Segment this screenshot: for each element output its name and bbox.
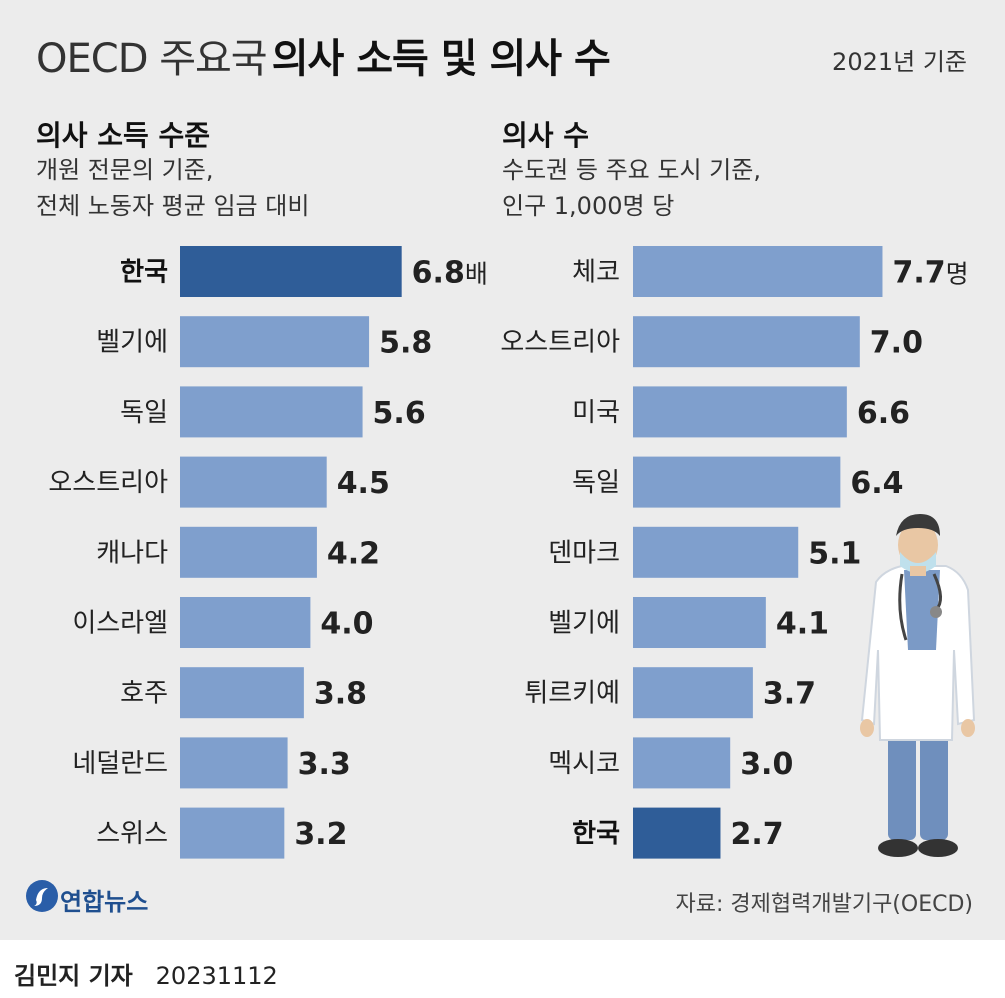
right-bar bbox=[633, 246, 883, 297]
right-bar bbox=[633, 526, 799, 578]
left-chart-title: 의사 소득 수준 bbox=[36, 119, 211, 152]
yonhap-logo-icon bbox=[26, 880, 58, 912]
right-bar bbox=[633, 386, 847, 438]
left-category-label: 독일 bbox=[120, 398, 168, 428]
left-value-label: 5.8 bbox=[379, 326, 432, 361]
title-light: OECD 주요국 bbox=[36, 36, 268, 82]
right-category-label: 벨기에 bbox=[548, 609, 620, 639]
left-category-label: 네덜란드 bbox=[72, 749, 168, 779]
right-category-label: 독일 bbox=[572, 468, 620, 498]
left-bar bbox=[180, 316, 370, 368]
left-bar bbox=[180, 737, 288, 789]
right-category-label: 튀르키예 bbox=[524, 679, 620, 709]
right-bar bbox=[633, 597, 766, 648]
left-bar bbox=[180, 597, 311, 648]
right-category-label: 체코 bbox=[572, 258, 620, 288]
credit-line: 김민지 기자 20231112 bbox=[14, 956, 278, 991]
right-bar bbox=[633, 737, 731, 789]
right-bar bbox=[633, 456, 841, 508]
left-value-label: 4.5 bbox=[337, 466, 390, 501]
left-chart-desc: 개원 전문의 기준, 전체 노동자 평균 임금 대비 bbox=[36, 156, 310, 220]
left-bar bbox=[180, 246, 402, 297]
right-category-label: 덴마크 bbox=[548, 538, 620, 568]
right-value-label: 5.1 bbox=[808, 536, 861, 571]
right-value-label: 2.7 bbox=[730, 817, 783, 852]
left-value-label: 3.8 bbox=[314, 677, 367, 712]
left-bar bbox=[180, 667, 304, 719]
right-bar bbox=[633, 316, 860, 368]
right-chart-title: 의사 수 bbox=[502, 119, 590, 152]
right-value-label: 7.7명 bbox=[892, 256, 968, 291]
right-value-label: 3.7 bbox=[763, 677, 816, 712]
reporter-name: 김민지 기자 bbox=[14, 962, 133, 990]
left-bar bbox=[180, 456, 327, 508]
right-category-label: 오스트리아 bbox=[500, 328, 620, 358]
right-category-label: 미국 bbox=[572, 398, 620, 428]
right-bar bbox=[633, 807, 721, 859]
left-value-label: 6.8배 bbox=[412, 256, 488, 291]
right-value-label: 6.6 bbox=[857, 396, 910, 431]
page-title: OECD 주요국 의사 소득 및 의사 수 bbox=[36, 26, 611, 86]
left-category-label: 벨기에 bbox=[96, 328, 168, 358]
right-category-label: 한국 bbox=[572, 819, 620, 849]
right-chart-desc: 수도권 등 주요 도시 기준, 인구 1,000명 당 bbox=[502, 156, 761, 220]
right-unit-label: 명 bbox=[946, 260, 969, 289]
left-value-label: 4.0 bbox=[320, 607, 373, 642]
left-category-label: 스위스 bbox=[96, 819, 168, 849]
left-value-label: 4.2 bbox=[327, 536, 380, 571]
right-value-label: 4.1 bbox=[776, 607, 829, 642]
left-value-label: 5.6 bbox=[373, 396, 426, 431]
left-category-label: 한국 bbox=[120, 258, 168, 288]
left-category-label: 이스라엘 bbox=[72, 609, 168, 639]
left-value-label: 3.2 bbox=[294, 817, 347, 852]
right-value-label: 3.0 bbox=[740, 747, 793, 782]
left-category-label: 오스트리아 bbox=[48, 468, 168, 498]
publish-date: 20231112 bbox=[155, 962, 278, 990]
right-category-label: 멕시코 bbox=[548, 749, 620, 779]
data-source: 자료: 경제협력개발기구(OECD) bbox=[675, 892, 974, 917]
doctor-illustration bbox=[860, 514, 976, 857]
left-category-label: 호주 bbox=[120, 679, 168, 709]
left-bar bbox=[180, 526, 317, 578]
right-value-label: 6.4 bbox=[850, 466, 903, 501]
right-bar bbox=[633, 667, 753, 719]
title-bold: 의사 소득 및 의사 수 bbox=[271, 36, 611, 82]
right-value-label: 7.0 bbox=[870, 326, 923, 361]
left-unit-label: 배 bbox=[465, 260, 488, 289]
basis-year: 2021년 기준 bbox=[832, 48, 967, 76]
left-bar bbox=[180, 807, 285, 859]
logo-text: 연합뉴스 bbox=[60, 888, 149, 916]
left-bar bbox=[180, 386, 363, 438]
left-category-label: 캐나다 bbox=[96, 538, 168, 568]
left-value-label: 3.3 bbox=[298, 747, 351, 782]
